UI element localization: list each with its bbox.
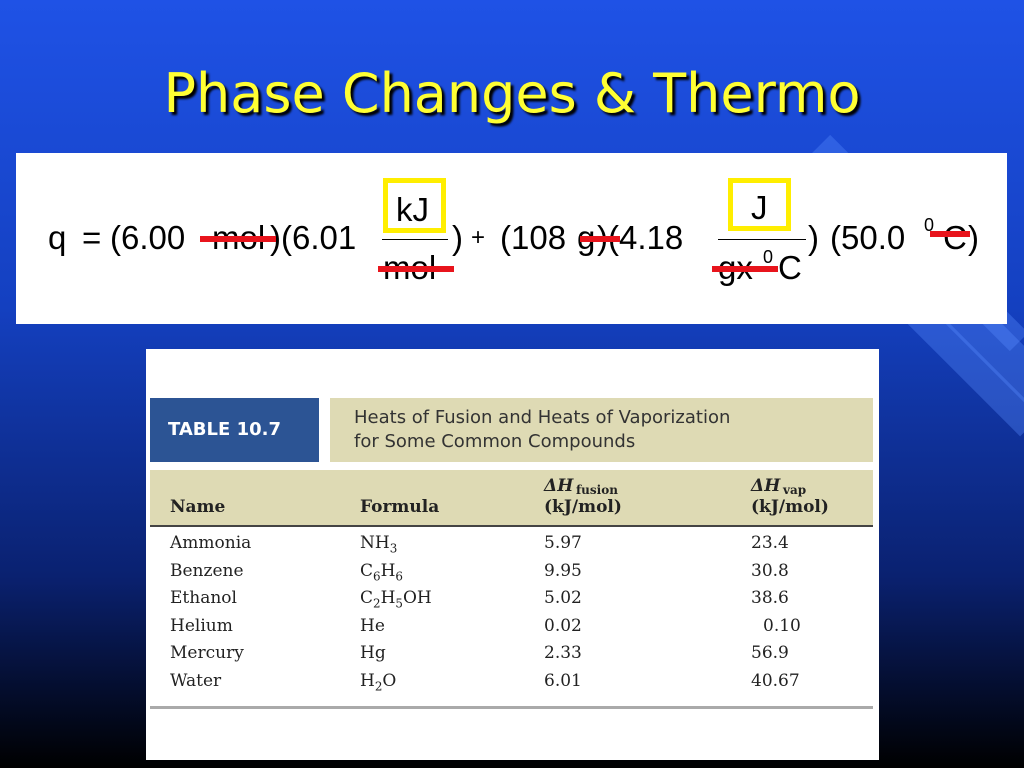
cell: Ethanol	[170, 588, 237, 608]
eq-superscript: 0	[763, 247, 774, 267]
header-symbol: ΔH	[544, 476, 574, 496]
eq-superscript: 0	[924, 215, 935, 235]
cell: Water	[170, 670, 222, 691]
header-sub: vap	[783, 483, 807, 497]
highlight-box	[383, 178, 446, 233]
cell: 30.8	[751, 560, 789, 581]
column-header: Formula	[360, 497, 440, 517]
header-sub: fusion	[576, 483, 618, 497]
eq-token: )(6.01	[270, 219, 357, 256]
bottom-rule	[150, 706, 873, 709]
cell: 0.10	[763, 615, 801, 636]
eq-token: +	[471, 224, 486, 251]
formula: Hg	[360, 643, 386, 663]
eq-token: (50.0	[830, 219, 906, 256]
caption-line: Heats of Fusion and Heats of Vaporizatio…	[354, 407, 731, 428]
cancel-line	[930, 231, 970, 237]
formula: NH3	[360, 533, 398, 556]
eq-numerator: J	[751, 189, 768, 226]
eq-token: C	[943, 219, 967, 256]
formula: C6H6	[360, 560, 403, 583]
fraction-line	[382, 239, 448, 240]
header-unit: (kJ/mol)	[544, 497, 622, 517]
header-symbol: ΔH	[751, 476, 781, 496]
title: Phase Changes & Thermo	[163, 62, 861, 125]
eq-token: q	[48, 219, 67, 256]
cell: Benzene	[170, 560, 244, 581]
fraction-line	[718, 239, 806, 240]
cell: 40.67	[751, 670, 800, 691]
header-unit: (kJ/mol)	[751, 497, 829, 517]
formula: C2H5OH	[360, 588, 432, 611]
cell: Helium	[170, 615, 233, 636]
cancel-line	[200, 236, 276, 242]
cell: 6.01	[544, 670, 582, 691]
caption-line: for Some Common Compounds	[354, 431, 636, 452]
eq-token: )	[808, 219, 819, 256]
eq-token: )	[452, 219, 463, 256]
cell: 9.95	[544, 560, 582, 581]
cell: Ammonia	[170, 533, 252, 553]
cell: 2.33	[544, 643, 582, 663]
eq-numerator: kJ	[396, 191, 429, 228]
highlight-box	[728, 178, 791, 231]
cancel-line	[378, 266, 454, 272]
cancel-line	[712, 266, 778, 272]
table-image: TABLE 10.7 Heats of Fusion and Heats of …	[146, 349, 879, 760]
cell: 5.97	[544, 533, 582, 553]
header-band	[150, 470, 873, 527]
eq-token: (108	[500, 219, 567, 256]
cell: 5.02	[544, 588, 582, 608]
eq-denominator: C	[778, 249, 802, 286]
cell: 56.9	[751, 643, 789, 663]
cell: 0.02	[544, 615, 582, 636]
formula: He	[360, 615, 385, 636]
cell: 23.4	[751, 533, 789, 553]
equation-box: q = (6.00 mol )(6.01 kJ mol ) + (108 g )…	[16, 153, 1007, 324]
eq-token: =	[82, 219, 102, 256]
cancel-line	[580, 236, 620, 242]
table-caption: Heats of Fusion and Heats of Vaporizatio…	[330, 398, 873, 462]
eq-token: )	[968, 219, 979, 256]
cell: Mercury	[170, 643, 244, 663]
cell: 38.6	[751, 588, 789, 608]
column-header: Name	[170, 497, 226, 517]
eq-token: (6.00	[110, 219, 186, 256]
formula: H2O	[360, 670, 397, 693]
table-label: TABLE 10.7	[150, 398, 319, 462]
